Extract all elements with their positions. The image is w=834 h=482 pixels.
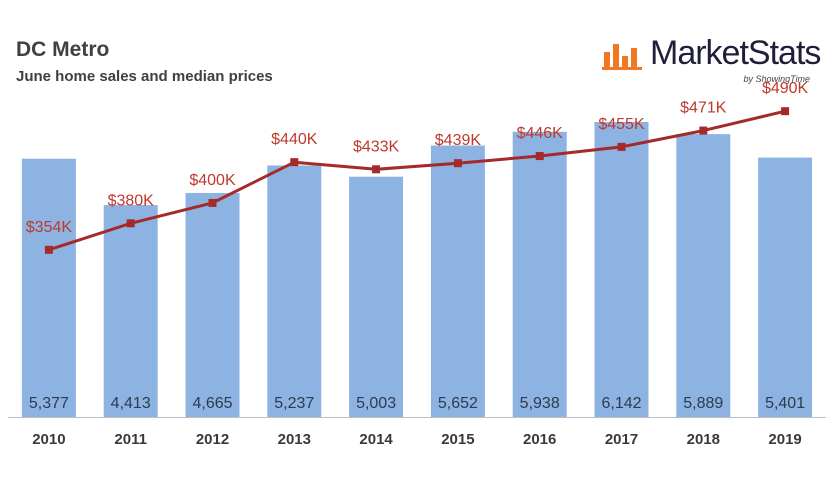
price-label-2011: $380K [108,192,155,209]
bar-2012 [185,192,240,417]
sales-label-2018: 5,889 [683,395,723,412]
bar-2011 [103,205,158,417]
bar-2016 [512,131,567,417]
bar-chart-logo-icon [602,44,642,70]
price-label-2016: $446K [517,125,564,142]
price-label-2015: $439K [435,132,482,149]
price-marker-2011 [126,219,135,228]
x-tick-label-2011: 2011 [114,431,147,448]
price-marker-2010 [44,245,53,254]
sales-label-2013: 5,237 [274,395,314,412]
x-tick-label-2015: 2015 [441,431,474,448]
price-label-2017: $455K [598,116,645,133]
price-line-series [44,107,790,254]
chart-title: DC Metro [16,38,110,61]
bar-2010 [21,158,76,417]
price-label-2014: $433K [353,138,400,155]
sales-label-2019: 5,401 [765,395,805,412]
logo-wordmark: MarketStats [650,34,821,72]
price-label-2019: $490K [762,80,809,97]
x-tick-label-2018: 2018 [687,431,720,448]
sales-label-2010: 5,377 [29,395,69,412]
x-tick-label-2016: 2016 [523,431,556,448]
price-marker-2016 [535,152,544,161]
logo-tagline: by ShowingTime [743,74,810,84]
x-tick-label-2019: 2019 [768,431,801,448]
bar-2013 [267,165,322,417]
bar-2019 [758,157,813,418]
x-tick-label-2014: 2014 [359,431,393,448]
price-label-2013: $440K [271,131,318,148]
bar-2018 [676,134,731,418]
x-tick-label-2010: 2010 [32,431,65,448]
x-tick-label-2012: 2012 [196,431,229,448]
marketstats-logo: MarketStats by ShowingTime [602,34,822,94]
price-marker-2012 [208,198,217,207]
sales-label-2014: 5,003 [356,395,396,412]
bar-2014 [349,176,404,417]
sales-label-2016: 5,938 [520,395,560,412]
x-tick-label-2017: 2017 [605,431,638,448]
bar-2015 [430,145,485,418]
bar-series [21,121,813,418]
price-marker-2013 [290,158,299,167]
sales-label-2015: 5,652 [438,395,478,412]
price-line [48,109,786,252]
x-tick-label-2013: 2013 [278,431,311,448]
sales-label-2011: 4,413 [111,395,151,412]
price-marker-2014 [372,165,381,174]
price-marker-2015 [453,159,462,168]
price-label-2010: $354K [26,219,73,236]
price-marker-2019 [781,107,790,116]
sales-label-2017: 6,142 [601,395,641,412]
chart-subtitle: June home sales and median prices [16,68,273,85]
price-label-2018: $471K [680,100,727,117]
bar-2017 [594,121,649,418]
price-marker-2018 [699,126,708,135]
chart-labels: 5,377 2010 4,413 2011 4,665 2012 5,237 2013 5,00… [26,80,809,448]
price-label-2012: $400K [189,172,236,189]
sales-label-2012: 4,665 [192,395,232,412]
price-marker-2017 [617,142,626,151]
